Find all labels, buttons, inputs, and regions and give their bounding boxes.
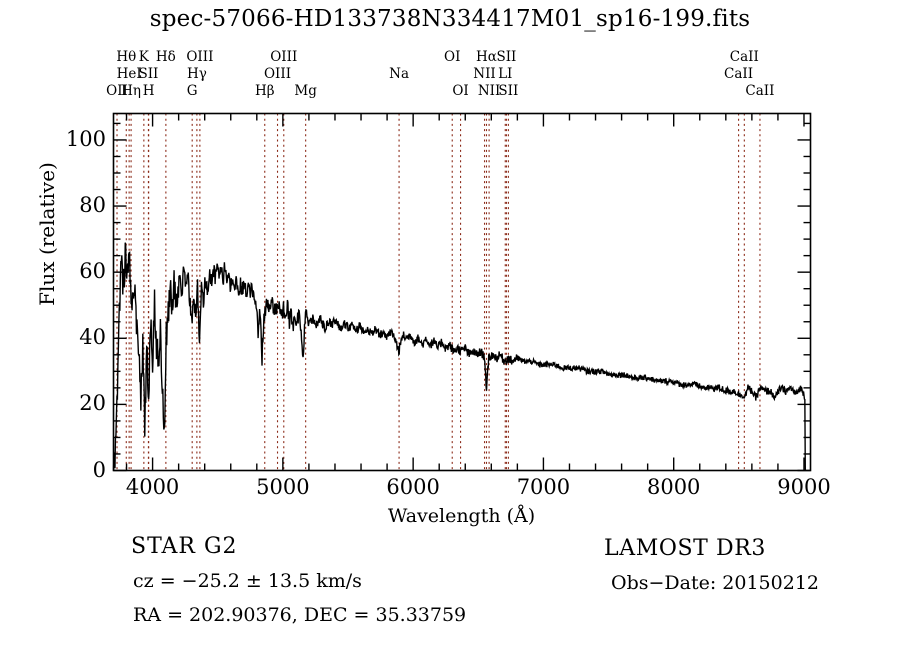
- x-tick-label: 5000: [256, 475, 310, 499]
- spectrum-curve: [112, 242, 806, 471]
- spectral-line-label: LI: [498, 66, 513, 82]
- page-title: spec-57066-HD133738N334417M01_sp16-199.f…: [149, 6, 751, 32]
- spectral-line-label: Na: [389, 66, 409, 82]
- y-tick-label: 40: [79, 325, 106, 350]
- spectral-line-label: Hγ: [186, 66, 207, 82]
- y-tick-label: 100: [65, 126, 106, 151]
- spectral-line-label: OIII: [186, 49, 214, 65]
- spectral-line-label: OI: [452, 83, 469, 99]
- x-tick-label: 6000: [386, 475, 440, 499]
- spectral-line-label: SII: [498, 83, 519, 99]
- spectral-line-label: CaII: [745, 83, 775, 99]
- spectral-line-label: SII: [138, 66, 159, 82]
- spectral-line-label: NII: [477, 83, 501, 99]
- spectral-line-label: OII: [106, 83, 128, 99]
- x-tick-label: 8000: [646, 475, 701, 499]
- spectral-line-label: K: [138, 49, 149, 65]
- coordinates-text: RA = 202.90376, DEC = 35.33759: [133, 604, 467, 626]
- axis-ticks: [113, 113, 811, 472]
- spectral-line-label: Hα: [476, 49, 497, 65]
- y-tick-label: 60: [79, 259, 106, 284]
- spectral-line-label: G: [186, 83, 198, 99]
- spectral-line-label: CaII: [729, 49, 759, 65]
- spectral-line-label: H: [142, 83, 155, 99]
- y-tick-label: 20: [79, 391, 106, 416]
- y-tick-label: 80: [79, 193, 106, 218]
- y-axis-tick-labels: 0 20 40 60 80 100: [40, 0, 106, 649]
- spectral-line-label: SII: [496, 49, 517, 65]
- spectral-line-label: Hδ: [155, 49, 176, 65]
- spectral-line-label: OIII: [263, 66, 292, 82]
- radial-velocity-text: cz = −25.2 ± 13.5 km/s: [133, 570, 362, 592]
- x-axis-label: Wavelength (Å): [387, 505, 536, 527]
- spectral-line-label: NII: [473, 66, 496, 82]
- spectral-line-markers: [116, 113, 761, 471]
- plot-frame: [112, 112, 812, 472]
- observation-date-text: Obs−Date: 20150212: [611, 572, 819, 594]
- spectral-line-label: Hθ: [116, 49, 137, 65]
- spectral-line-label: Hβ: [254, 83, 275, 99]
- spectral-line-label: OI: [444, 49, 461, 65]
- spectral-line-label: HeI: [116, 66, 142, 82]
- y-tick-label: 0: [92, 457, 106, 482]
- spectral-line-label: Mg: [294, 83, 317, 99]
- spectral-line-label: OIII: [270, 49, 298, 65]
- x-tick-label: 7000: [516, 475, 571, 499]
- survey-name-text: LAMOST DR3: [604, 536, 766, 561]
- object-class-text: STAR G2: [131, 534, 238, 559]
- spectral-line-label: CaII: [724, 66, 754, 82]
- x-tick-label: 4000: [125, 475, 180, 499]
- spectral-line-label: Hη: [121, 83, 142, 99]
- x-tick-label: 9000: [777, 475, 831, 499]
